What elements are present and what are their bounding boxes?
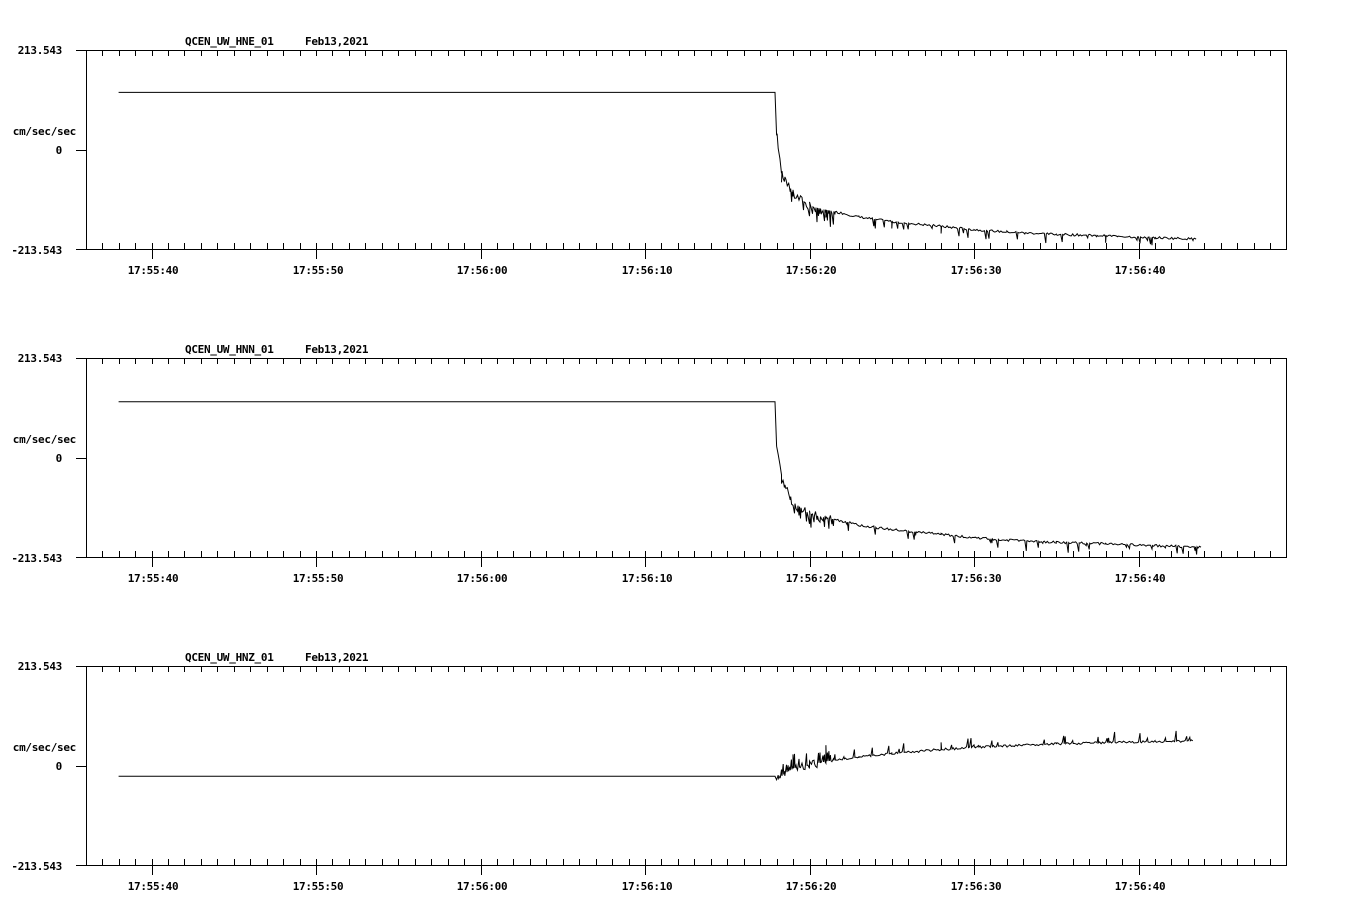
x-tick-label: 17:56:00 (456, 880, 508, 893)
seismogram-panel-hnn: QCEN_UW_HNN_01 Feb13,2021 213.543 cm/sec… (0, 308, 1358, 616)
x-tick-label: 17:56:00 (456, 264, 508, 277)
channel-title: QCEN_UW_HNZ_01 (185, 651, 274, 664)
x-tick-label: 17:56:30 (950, 264, 1002, 277)
x-tick-label: 17:56:30 (950, 880, 1002, 893)
x-tick-label: 17:55:50 (292, 572, 344, 585)
x-tick-label: 17:56:10 (621, 264, 673, 277)
date-label: Feb13,2021 (305, 651, 369, 664)
channel-title: QCEN_UW_HNE_01 (185, 35, 274, 48)
channel-title: QCEN_UW_HNN_01 (185, 343, 274, 356)
y-unit-label: cm/sec/sec (12, 433, 77, 446)
y-min-label: -213.543 (11, 244, 62, 257)
x-tick-label: 17:55:40 (127, 572, 179, 585)
y-unit-label: cm/sec/sec (12, 741, 77, 754)
x-tick-label: 17:56:40 (1114, 880, 1166, 893)
x-tick-label: 17:56:30 (950, 572, 1002, 585)
seismogram-panel-hne: QCEN_UW_HNE_01 Feb13,2021 213.543 cm/sec… (0, 0, 1358, 308)
x-tick-label: 17:56:20 (785, 880, 837, 893)
y-zero-label: 0 (55, 452, 63, 465)
plot-hnn (76, 358, 1287, 567)
x-tick-label: 17:56:20 (785, 572, 837, 585)
y-max-label: 213.543 (17, 44, 63, 57)
date-label: Feb13,2021 (305, 343, 369, 356)
x-tick-label: 17:55:40 (127, 880, 179, 893)
x-tick-label: 17:55:50 (292, 264, 344, 277)
y-max-label: 213.543 (17, 352, 63, 365)
x-tick-label: 17:56:10 (621, 880, 673, 893)
y-zero-label: 0 (55, 144, 63, 157)
plot-hne (76, 50, 1287, 259)
x-tick-label: 17:56:00 (456, 572, 508, 585)
y-max-label: 213.543 (17, 660, 63, 673)
y-unit-label: cm/sec/sec (12, 125, 77, 138)
x-tick-label: 17:56:40 (1114, 572, 1166, 585)
x-tick-label: 17:56:20 (785, 264, 837, 277)
x-tick-label: 17:56:40 (1114, 264, 1166, 277)
x-tick-label: 17:56:10 (621, 572, 673, 585)
y-zero-label: 0 (55, 760, 63, 773)
x-tick-label: 17:55:40 (127, 264, 179, 277)
x-tick-label: 17:55:50 (292, 880, 344, 893)
y-min-label: -213.543 (11, 552, 62, 565)
seismogram-panel-hnz: QCEN_UW_HNZ_01 Feb13,2021 213.543 cm/sec… (0, 616, 1358, 924)
date-label: Feb13,2021 (305, 35, 369, 48)
y-min-label: -213.543 (11, 860, 62, 873)
plot-hnz (76, 666, 1287, 875)
